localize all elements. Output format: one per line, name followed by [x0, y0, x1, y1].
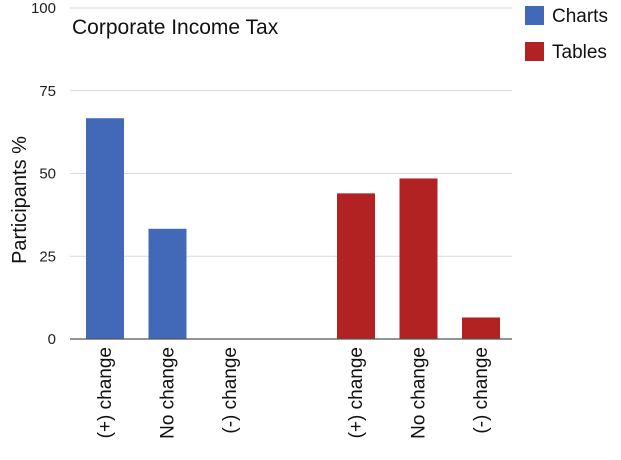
category-label: (+) change	[346, 347, 367, 438]
y-tick-label: 50	[39, 166, 56, 183]
legend-swatch-charts	[525, 6, 544, 25]
legend-label-charts: Charts	[552, 6, 608, 27]
bar-charts-1	[86, 118, 124, 340]
category-label: (-) change	[220, 347, 241, 434]
category-label: (-) change	[471, 347, 492, 434]
chart-title: Corporate Income Tax	[72, 16, 279, 39]
legend-label-tables: Tables	[552, 42, 607, 63]
bar-tables-3	[462, 317, 500, 339]
y-tick-label: 0	[48, 331, 56, 348]
y-tick-label: 100	[31, 0, 56, 17]
bar-charts-2	[148, 228, 187, 339]
y-tick-label: 25	[39, 248, 56, 265]
category-labels: (+) change No change (-) change (+) change N…	[95, 347, 492, 439]
bars	[86, 118, 500, 340]
y-tick-label: 75	[39, 83, 56, 100]
legend-swatch-tables	[525, 42, 544, 61]
gridlines	[70, 7, 512, 257]
y-axis-ticks: 0 25 50 75 100	[31, 0, 56, 348]
category-label: No change	[158, 347, 179, 439]
category-label: (+) change	[95, 347, 116, 438]
bar-tables-2	[399, 178, 438, 339]
y-axis-label: Participants %	[9, 136, 31, 264]
legend: Charts Tables	[525, 6, 608, 63]
bar-tables-1	[337, 193, 375, 339]
category-label: No change	[409, 347, 430, 439]
